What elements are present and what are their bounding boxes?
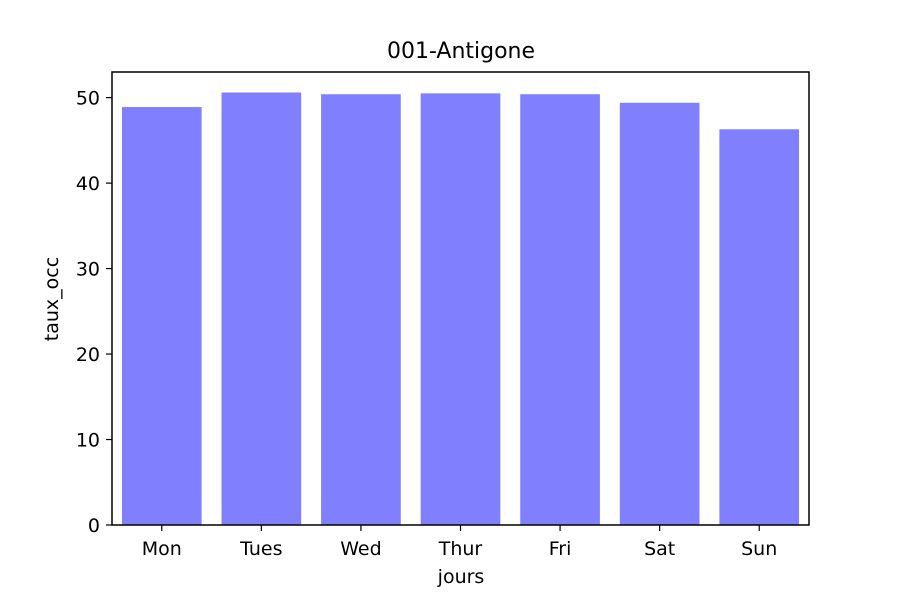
bars-group bbox=[121, 92, 800, 526]
bar-wed bbox=[321, 94, 401, 525]
chart-title: 001-Antigone bbox=[387, 39, 535, 64]
y-tick-label: 10 bbox=[76, 430, 100, 452]
y-axis: 0 10 20 30 40 50 bbox=[76, 88, 112, 537]
x-tick-label: Wed bbox=[340, 538, 381, 560]
x-tick-label: Thur bbox=[438, 538, 483, 560]
bar-mon bbox=[121, 107, 202, 525]
x-tick-label: Tues bbox=[239, 538, 282, 560]
y-tick-label: 30 bbox=[76, 259, 100, 281]
bar-sun bbox=[719, 129, 800, 525]
y-tick-label: 20 bbox=[76, 344, 100, 366]
bar-fri bbox=[520, 94, 600, 525]
y-tick-label: 0 bbox=[88, 515, 100, 537]
x-tick-label: Sat bbox=[644, 538, 675, 560]
y-tick-label: 40 bbox=[76, 173, 100, 195]
x-tick-label: Sun bbox=[741, 538, 777, 560]
x-axis: Mon Tues Wed Thur Fri Sat Sun bbox=[142, 525, 777, 560]
x-tick-label: Fri bbox=[549, 538, 572, 560]
bar-sat bbox=[619, 102, 700, 526]
bar-tues bbox=[221, 92, 302, 525]
y-tick-label: 50 bbox=[76, 88, 100, 110]
bar-thur bbox=[420, 93, 501, 526]
x-tick-label: Mon bbox=[142, 538, 182, 560]
x-axis-title: jours bbox=[437, 566, 485, 588]
y-axis-title: taux_occ bbox=[41, 257, 63, 341]
